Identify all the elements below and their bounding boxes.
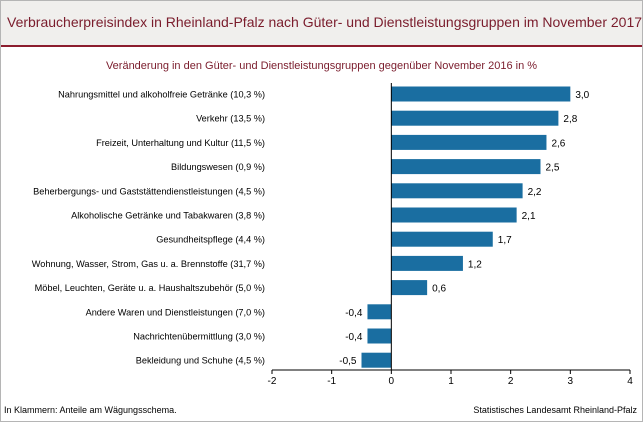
footnote: In Klammern: Anteile am Wägungsschema.: [4, 405, 177, 415]
title-band: Verbraucherpreisindex in Rheinland-Pfalz…: [1, 1, 642, 45]
category-label-4: Beherbergungs- und Gaststättendienstleis…: [33, 186, 265, 196]
category-label-1: Verkehr (13,5 %): [196, 114, 265, 124]
value-label-7: 1,2: [468, 259, 482, 270]
category-label-6: Gesundheitspflege (4,4 %): [156, 235, 265, 245]
value-label-6: 1,7: [498, 235, 512, 246]
category-label-7: Wohnung, Wasser, Strom, Gas u. a. Brenns…: [32, 259, 265, 269]
category-label-9: Andere Waren und Dienstleistungen (7,0 %…: [86, 307, 265, 317]
bar-7: [391, 255, 463, 271]
category-label-11: Bekleidung und Schuhe (4,5 %): [136, 356, 265, 366]
value-label-1: 2,8: [563, 114, 577, 125]
value-label-4: 2,2: [528, 187, 542, 198]
value-label-0: 3,0: [575, 90, 589, 101]
bar-9: [367, 304, 392, 320]
chart-subtitle: Veränderung in den Güter- und Dienstleis…: [105, 60, 538, 72]
page-title: Verbraucherpreisindex in Rheinland-Pfalz…: [7, 14, 643, 30]
bar-0: [391, 86, 571, 102]
bar-11: [361, 352, 392, 368]
value-label-8: 0,6: [432, 284, 446, 295]
value-label-9: -0,4: [345, 308, 363, 319]
source-note: Statistisches Landesamt Rheinland-Pfalz: [473, 405, 637, 415]
bar-4: [391, 183, 523, 199]
value-label-11: -0,5: [339, 356, 357, 367]
x-tick-label-2: 0: [389, 376, 395, 387]
category-label-3: Bildungswesen (0,9 %): [171, 162, 265, 172]
bar-6: [391, 231, 493, 247]
category-label-2: Freizeit, Unterhaltung und Kultur (11,5 …: [96, 138, 265, 148]
x-tick-label-3: 1: [448, 376, 454, 387]
x-tick-label-4: 2: [508, 376, 514, 387]
bar-8: [391, 280, 428, 296]
title-rule: [1, 45, 642, 47]
bar-10: [367, 328, 392, 344]
x-tick-label-5: 3: [568, 376, 574, 387]
bar-5: [391, 207, 517, 223]
category-label-5: Alkoholische Getränke und Tabakwaren (3,…: [71, 211, 265, 221]
value-label-5: 2,1: [522, 211, 536, 222]
x-tick-label-6: 4: [627, 376, 633, 387]
bar-3: [391, 159, 541, 175]
value-label-2: 2,6: [551, 138, 565, 149]
category-label-0: Nahrungsmittel und alkoholfreie Getränke…: [58, 90, 265, 100]
bar-1: [391, 110, 559, 126]
x-tick-label-1: -1: [327, 376, 336, 387]
bar-2: [391, 134, 547, 150]
value-label-10: -0,4: [345, 332, 363, 343]
value-label-3: 2,5: [546, 163, 560, 174]
x-tick-label-0: -2: [268, 376, 277, 387]
category-label-10: Nachrichtenübermittlung (3,0 %): [133, 332, 265, 342]
category-label-8: Möbel, Leuchten, Geräte u. a. Haushaltsz…: [35, 283, 265, 293]
